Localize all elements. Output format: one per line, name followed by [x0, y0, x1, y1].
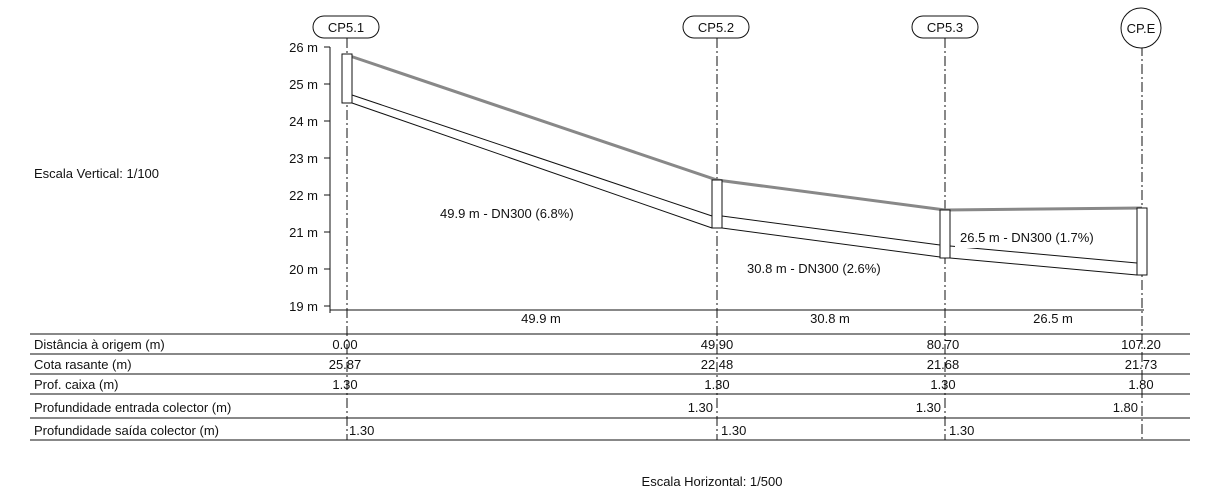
segment-span-label: 26.5 m [1033, 311, 1073, 326]
table-cell: 0.00 [332, 337, 357, 352]
y-tick-label: 24 m [289, 114, 318, 129]
table-row-label: Distância à origem (m) [34, 337, 165, 352]
segment-span-label: 49.9 m [521, 311, 561, 326]
vertical-scale-label: Escala Vertical: 1/100 [34, 166, 159, 181]
table-row-label: Profundidade entrada colector (m) [34, 400, 231, 415]
table-row-label: Profundidade saída colector (m) [34, 423, 219, 438]
y-tick-label: 19 m [289, 299, 318, 314]
table-cell: 22.48 [701, 357, 734, 372]
node-label-cp-e: CP.E [1120, 7, 1162, 49]
table-cell: 1.80 [1128, 377, 1153, 392]
segment-label: 26.5 m - DN300 (1.7%) [960, 230, 1094, 245]
segment-span-label: 30.8 m [810, 311, 850, 326]
table-cell: 21.68 [927, 357, 960, 372]
table-cell: 1.30 [349, 423, 374, 438]
node-id: CP.E [1127, 21, 1156, 36]
table-cell: 1.30 [721, 423, 746, 438]
segment-label: 30.8 m - DN300 (2.6%) [747, 261, 881, 276]
table-cell: 21.73 [1125, 357, 1158, 372]
table-cell: 1.30 [949, 423, 974, 438]
y-tick-label: 20 m [289, 262, 318, 277]
profile-table [30, 333, 1190, 441]
node-id: CP5.3 [927, 20, 963, 35]
y-tick-label: 21 m [289, 225, 318, 240]
table-cell: 1.30 [704, 377, 729, 392]
table-cell: 1.30 [916, 400, 941, 415]
node-label-cp5-2: CP5.2 [682, 15, 750, 39]
ground-line [346, 53, 1143, 212]
node-id: CP5.1 [328, 20, 364, 35]
table-cell: 1.30 [930, 377, 955, 392]
node-label-cp5-1: CP5.1 [312, 15, 380, 39]
y-tick-label: 25 m [289, 77, 318, 92]
table-cell: 107.20 [1121, 337, 1161, 352]
table-cell: 25.87 [329, 357, 362, 372]
table-cell: 1.30 [332, 377, 357, 392]
table-cell: 49.90 [701, 337, 734, 352]
table-row-label: Prof. caixa (m) [34, 377, 119, 392]
segment-label: 49.9 m - DN300 (6.8%) [440, 206, 574, 221]
table-cell: 80.70 [927, 337, 960, 352]
y-tick-label: 23 m [289, 151, 318, 166]
y-tick-label: 22 m [289, 188, 318, 203]
horizontal-scale-label: Escala Horizontal: 1/500 [642, 474, 783, 489]
y-tick-label: 26 m [289, 40, 318, 55]
pipes [351, 94, 1138, 276]
node-label-cp5-3: CP5.3 [911, 15, 979, 39]
manhole-boxes [341, 53, 1148, 276]
table-row-label: Cota rasante (m) [34, 357, 132, 372]
y-axis: 26 m 25 m 24 m 23 m 22 m 21 m 20 m 19 m [289, 40, 331, 314]
node-id: CP5.2 [698, 20, 734, 35]
table-cell: 1.80 [1113, 400, 1138, 415]
table-cell: 1.30 [688, 400, 713, 415]
